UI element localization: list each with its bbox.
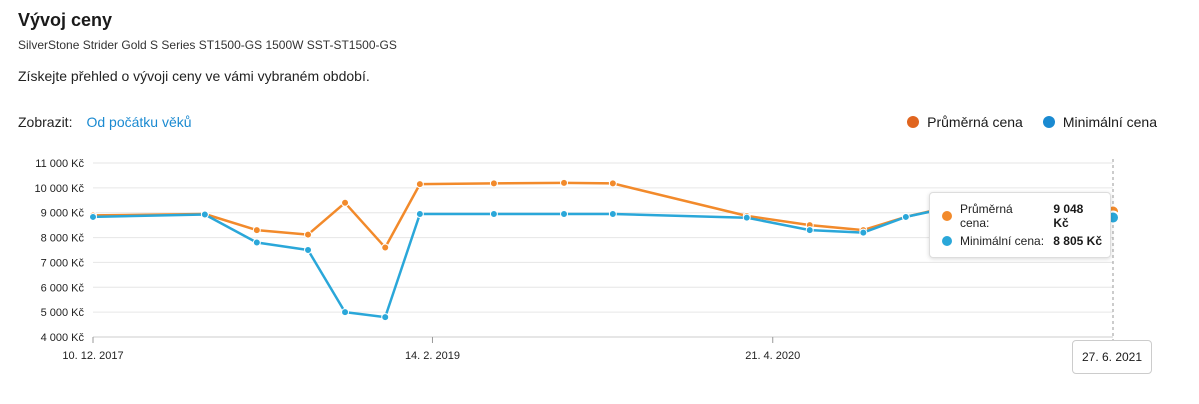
chart-tooltip: Průměrná cena: 9 048 Kč Minimální cena: …: [929, 192, 1111, 258]
y-tick-label: 10 000 Kč: [34, 183, 84, 195]
data-point-min: [341, 308, 350, 317]
data-point-avg: [489, 179, 498, 188]
data-point-min: [560, 209, 569, 218]
data-point-min: [805, 226, 814, 235]
y-tick-label: 5 000 Kč: [41, 307, 85, 319]
data-point-avg: [252, 226, 261, 235]
legend-dot-min: [1042, 116, 1055, 128]
data-point-avg: [304, 230, 313, 239]
show-label: Zobrazit:: [18, 114, 73, 130]
data-point-min: [742, 213, 751, 222]
data-point-min: [859, 228, 868, 237]
product-subtitle: SilverStone Strider Gold S Series ST1500…: [18, 38, 397, 52]
data-point-min: [89, 212, 97, 221]
tooltip-row-min: Minimální cena: 8 805 Kč: [942, 234, 1102, 248]
data-point-min: [489, 209, 498, 218]
tooltip-avg-value: 9 048 Kč: [1053, 202, 1084, 230]
page-title: Vývoj ceny: [18, 10, 113, 30]
tooltip-row-avg: Průměrná cena: 9 048 Kč: [942, 202, 1102, 230]
tooltip-min-value: 8 805 Kč: [1053, 234, 1102, 248]
chart-description: Získejte přehled o vývoji ceny ve vámi v…: [18, 68, 370, 84]
data-point-avg: [560, 178, 569, 187]
y-tick-label: 7 000 Kč: [41, 257, 85, 269]
x-tick-label: 10. 12. 2017: [62, 350, 123, 362]
legend-item-avg[interactable]: Průměrná cena: [907, 114, 1023, 130]
data-point-min: [415, 209, 424, 218]
tooltip-avg-label: Průměrná cena:: [960, 202, 1013, 230]
data-point-min: [901, 212, 910, 221]
chart-legend: Průměrná cena Minimální cena: [907, 114, 1157, 130]
y-tick-label: 6 000 Kč: [41, 282, 85, 294]
legend-item-min[interactable]: Minimální cena: [1042, 114, 1157, 130]
y-tick-label: 11 000 Kč: [35, 158, 84, 170]
data-point-avg: [381, 243, 390, 252]
tooltip-min-label: Minimální cena:: [960, 234, 1045, 248]
legend-label-avg: Průměrná cena: [927, 114, 1023, 130]
x-tick-label: 21. 4. 2020: [745, 350, 800, 362]
tooltip-dot-min: [942, 236, 952, 246]
data-point-min: [304, 246, 313, 254]
range-selector: Zobrazit: Od počátku věků: [18, 114, 192, 130]
y-tick-label: 4 000 Kč: [41, 332, 85, 344]
data-point-min: [381, 313, 390, 322]
data-point-min: [608, 209, 617, 218]
data-point-avg: [415, 180, 424, 189]
y-tick-label: 9 000 Kč: [41, 208, 85, 220]
data-point-avg: [341, 198, 350, 207]
tooltip-date: 27. 6. 2021: [1072, 340, 1152, 374]
data-point-avg: [608, 179, 617, 188]
data-point-min: [200, 210, 209, 219]
range-link[interactable]: Od počátku věků: [86, 114, 192, 130]
legend-label-min: Minimální cena: [1062, 114, 1157, 130]
legend-dot-avg: [907, 116, 920, 128]
data-point-min: [252, 238, 261, 247]
tooltip-dot-avg: [942, 211, 952, 221]
y-tick-label: 8 000 Kč: [41, 233, 85, 245]
x-tick-label: 14. 2. 2019: [405, 350, 460, 362]
